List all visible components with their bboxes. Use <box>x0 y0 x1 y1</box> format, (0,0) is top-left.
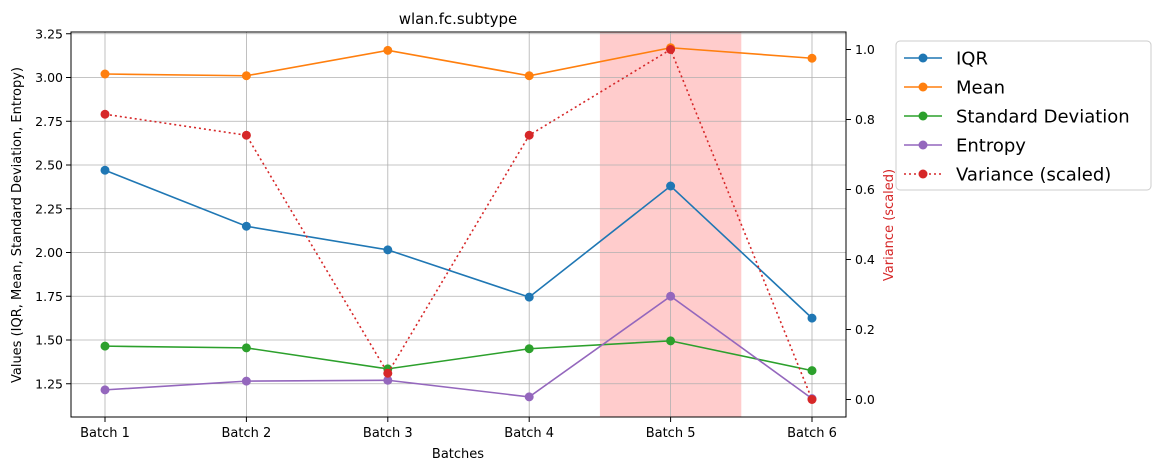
legend: IQR Mean Standard Deviation Entropy Variance… <box>895 40 1152 191</box>
legend-marker <box>918 53 928 63</box>
series-point-1 <box>241 71 251 81</box>
series-point-4 <box>241 130 251 140</box>
y2-axis-label: Variance (scaled) <box>882 169 897 281</box>
legend-marker <box>918 140 928 150</box>
x-tick-label: Batch 5 <box>646 426 696 441</box>
series-point-3 <box>383 375 393 385</box>
series-point-1 <box>100 69 110 79</box>
series-point-3 <box>100 385 110 395</box>
series-point-1 <box>383 45 393 55</box>
series-line-1 <box>104 46 813 77</box>
series-point-3 <box>241 376 251 386</box>
plot-frame <box>70 31 847 418</box>
legend-marker <box>918 169 928 179</box>
y-axis-label: Values (IQR, Mean, Standard Deviation, E… <box>10 67 25 383</box>
series-point-0 <box>807 313 817 323</box>
series-point-0 <box>241 221 251 231</box>
y-tick-label: 3.00 <box>35 70 63 85</box>
y-tick-label: 1.50 <box>35 333 63 348</box>
series-point-2 <box>241 343 251 353</box>
y2-tick-label: 0.0 <box>855 392 875 407</box>
y2-tick-label: 0.4 <box>855 252 875 267</box>
series-point-4 <box>807 395 817 404</box>
series-point-0 <box>383 245 393 255</box>
y-tick-label: 2.25 <box>35 201 63 216</box>
y-tick-label: 2.50 <box>35 158 63 173</box>
series-point-4 <box>100 109 110 119</box>
legend-marker <box>918 82 928 92</box>
y-tick-label: 1.75 <box>35 289 63 304</box>
series-point-0 <box>100 165 110 175</box>
series-point-2 <box>524 344 534 354</box>
x-tick-label: Batch 3 <box>363 426 413 441</box>
series-point-3 <box>666 291 676 301</box>
legend-marker <box>918 111 928 121</box>
series-point-0 <box>524 292 534 302</box>
x-tick-label: Batch 2 <box>222 426 272 441</box>
series-point-4 <box>666 45 676 54</box>
y2-tick-label: 0.2 <box>855 322 875 337</box>
legend-label: Entropy <box>956 136 1026 157</box>
x-tick-label: Batch 4 <box>504 426 554 441</box>
legend-label: Mean <box>956 78 1005 99</box>
legend-box <box>895 40 1152 191</box>
series-point-3 <box>524 392 534 402</box>
x-tick-label: Batch 1 <box>80 426 130 441</box>
y-tick-label: 2.75 <box>35 114 63 129</box>
series-line-3 <box>104 295 813 400</box>
chart-title: wlan.fc.subtype <box>399 10 518 28</box>
series-point-2 <box>100 341 110 351</box>
legend-label: Standard Deviation <box>956 107 1130 128</box>
x-axis-label: Batches <box>432 447 484 462</box>
y-tick-label: 1.25 <box>35 376 63 391</box>
series-point-1 <box>807 53 817 63</box>
series-point-1 <box>524 71 534 81</box>
series-line-0 <box>104 169 813 319</box>
y2-tick-label: 1.0 <box>855 42 875 57</box>
series-point-2 <box>666 336 676 346</box>
y-tick-label: 3.25 <box>35 26 63 41</box>
x-tick-label: Batch 6 <box>787 426 837 441</box>
y2-tick-label: 0.6 <box>855 182 875 197</box>
series-line-2 <box>104 340 813 372</box>
series-point-0 <box>666 181 676 191</box>
y2-tick-label: 0.8 <box>855 112 875 127</box>
legend-label: IQR <box>956 49 988 70</box>
series-point-4 <box>524 130 534 140</box>
legend-label: Variance (scaled) <box>956 165 1111 186</box>
y-tick-label: 2.00 <box>35 245 63 260</box>
series-point-2 <box>807 366 817 376</box>
series-point-4 <box>383 368 393 378</box>
